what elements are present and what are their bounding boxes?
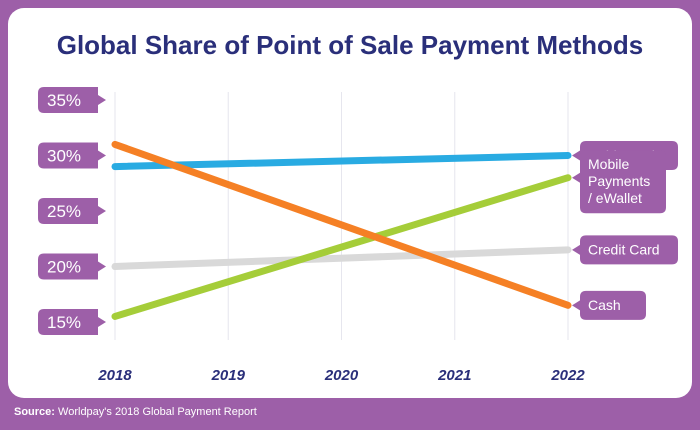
y-tick-label: 35% [47, 91, 81, 110]
series-end-labels: Debit CardMobilePayments/ eWalletCredit … [572, 141, 678, 320]
x-tick-label: 2021 [437, 367, 471, 384]
y-tick-label: 25% [47, 202, 81, 221]
y-tick-label: 15% [47, 313, 81, 332]
x-tick-label: 2019 [211, 367, 246, 384]
x-tick-label: 2018 [97, 367, 132, 384]
series-label-tag [572, 150, 666, 214]
y-tick-tag [38, 253, 106, 280]
x-tick-label: 2020 [324, 367, 359, 384]
series-label: Cash [588, 297, 621, 313]
series-label: Mobile [588, 156, 629, 172]
series-label: / eWallet [588, 190, 642, 206]
y-tick-tag [38, 198, 106, 224]
series-label: Credit Card [588, 241, 660, 257]
series-label-tag [572, 290, 646, 320]
series-label-tag [572, 235, 678, 265]
y-tick-tag [38, 142, 106, 169]
y-axis-labels: 15% 20% 25% 30% 35% [38, 87, 106, 335]
series-line [111, 140, 572, 309]
y-tick-tag [38, 87, 106, 113]
series-label: Payments [588, 173, 650, 189]
y-tick-label: 30% [47, 147, 81, 166]
x-axis-labels: 2018 2019 2020 2021 2022 [97, 367, 585, 384]
y-tick-tag [38, 309, 106, 335]
source-note: Source: Worldpay's 2018 Global Payment R… [14, 406, 257, 418]
source-prefix: Source: [14, 406, 55, 418]
series-line [111, 174, 572, 320]
y-tick-label: 20% [47, 258, 81, 277]
chart-title: Global Share of Point of Sale Payment Me… [56, 30, 644, 60]
x-tick-label: 2022 [550, 367, 585, 384]
series-line [111, 246, 572, 270]
source-text: Worldpay's 2018 Global Payment Report [58, 406, 257, 418]
series-lines [111, 140, 572, 320]
chart-card [8, 8, 692, 398]
gridlines [114, 92, 569, 340]
series-line [111, 152, 572, 171]
